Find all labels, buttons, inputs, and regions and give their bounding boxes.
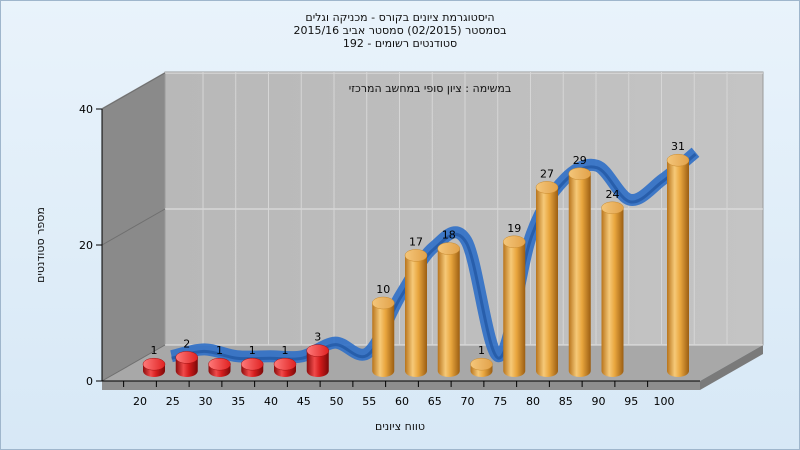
x-axis-label: טווח ציונים xyxy=(375,420,425,433)
bar-top xyxy=(306,344,329,357)
x-tick-label: 20 xyxy=(133,395,147,408)
x-tick-label: 45 xyxy=(297,395,311,408)
trend-ribbon xyxy=(170,147,700,364)
grid-line-wall xyxy=(101,72,166,110)
x-tick-label: 80 xyxy=(526,395,540,408)
y-tick-label: 0 xyxy=(86,375,93,388)
bar-80 xyxy=(535,181,559,377)
x-tick-label: 60 xyxy=(395,395,409,408)
x-tick-label: 95 xyxy=(624,395,638,408)
x-tick-label: 55 xyxy=(362,395,376,408)
bar-side xyxy=(372,303,395,377)
x-tick-label: 90 xyxy=(592,395,606,408)
value-label-60: 17 xyxy=(409,235,423,248)
grid-lines xyxy=(101,72,763,382)
value-label-20: 1 xyxy=(151,344,158,357)
bar-top xyxy=(568,167,591,181)
bar-top xyxy=(175,351,198,364)
y-axis-label: מספר סטודנטים xyxy=(34,207,47,283)
value-label-35: 1 xyxy=(249,344,256,357)
bar-top xyxy=(470,357,493,371)
bar-side xyxy=(568,173,591,377)
chart-subtitle: במשימה : ציון סופי במחשב המרכזי xyxy=(349,82,512,95)
bar-side xyxy=(601,207,624,377)
bar-60 xyxy=(404,249,428,377)
bar-top xyxy=(142,357,166,371)
bar-top xyxy=(666,153,690,167)
chart-title-line-3: סטודנטים רשומים - 192 xyxy=(342,37,458,50)
y-tick-label: 20 xyxy=(79,239,93,252)
x-tick-label: 75 xyxy=(493,395,507,408)
trend-curve xyxy=(170,147,700,364)
bar-85 xyxy=(568,167,591,377)
x-tick-label: 85 xyxy=(559,395,573,408)
value-label-85: 29 xyxy=(573,154,587,167)
chart-title-line-2: בסמסטר (02/2015) סמסטר אביב 2015/16 xyxy=(293,24,507,37)
floor-right-edge xyxy=(700,345,763,390)
x-tick-label: 70 xyxy=(461,395,475,408)
y-tick-label: 40 xyxy=(79,103,93,116)
bar-top xyxy=(535,181,559,194)
value-label-45: 3 xyxy=(314,331,321,344)
trend-ribbon-shadow xyxy=(171,153,697,361)
chart-title-line-1: היסטוגרמת ציונים בקורס - מכניקה וגלים xyxy=(305,11,495,24)
x-tick-label: 50 xyxy=(330,395,344,408)
bar-70 xyxy=(470,357,493,377)
value-label-30: 1 xyxy=(216,344,223,357)
bar-side xyxy=(306,350,329,377)
bar-55 xyxy=(372,296,395,377)
bar-top xyxy=(404,249,428,262)
bar-side xyxy=(405,255,427,377)
bar-30 xyxy=(208,357,231,377)
bar-side xyxy=(667,160,689,377)
bar-top xyxy=(241,357,264,371)
bar-25 xyxy=(175,351,198,377)
value-label-80: 27 xyxy=(540,167,554,180)
bars xyxy=(142,153,690,377)
floor-front-edge xyxy=(102,381,700,390)
value-label-75: 19 xyxy=(507,222,521,235)
bar-side xyxy=(536,187,558,377)
bar-side xyxy=(437,248,460,377)
value-label-100: 31 xyxy=(671,140,685,153)
bar-75 xyxy=(503,235,526,377)
bar-45 xyxy=(306,344,329,377)
grid-line-wall xyxy=(101,208,166,246)
bar-top xyxy=(208,357,231,371)
bar-side xyxy=(503,241,526,377)
bar-35 xyxy=(241,357,264,377)
value-label-40: 1 xyxy=(282,344,289,357)
x-tick-label: 65 xyxy=(428,395,442,408)
x-tick-label: 100 xyxy=(654,395,675,408)
bar-top xyxy=(437,242,460,255)
x-tick-label: 25 xyxy=(166,395,180,408)
bar-90 xyxy=(601,201,624,377)
x-tick-label: 30 xyxy=(199,395,213,408)
bar-100 xyxy=(666,153,690,377)
value-label-65: 18 xyxy=(442,229,456,242)
value-labels: 1 2 1 1 1 3 10 17 18 1 19 27 29 24 31 xyxy=(151,140,686,357)
y-tick-labels: 0 20 40 xyxy=(79,103,102,388)
value-label-90: 24 xyxy=(606,188,620,201)
bar-40 xyxy=(273,357,297,377)
value-label-70: 1 xyxy=(478,344,485,357)
x-tick-labels: 20 25 30 35 40 45 50 55 60 65 70 75 80 85 90 95 100 xyxy=(123,381,675,408)
value-label-25: 2 xyxy=(183,337,190,350)
bar-top xyxy=(273,357,297,371)
x-tick-label: 40 xyxy=(264,395,278,408)
grid-line-wall xyxy=(101,344,166,382)
bar-65 xyxy=(437,242,460,377)
bar-top xyxy=(503,235,526,249)
bar-20 xyxy=(142,357,166,377)
x-tick-label: 35 xyxy=(231,395,245,408)
bar-top xyxy=(372,296,395,310)
value-label-55: 10 xyxy=(376,283,390,296)
bar-top xyxy=(601,201,624,215)
